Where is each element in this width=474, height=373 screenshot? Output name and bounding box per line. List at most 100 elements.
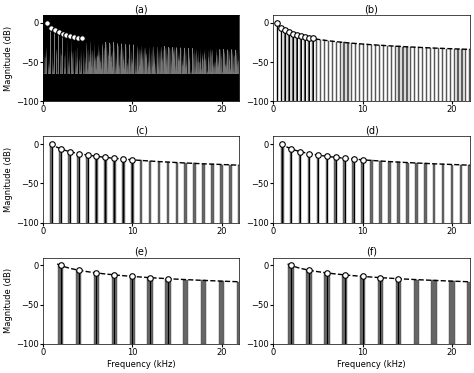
Bar (434, 48, 435, 101)
Bar (431, 280, 437, 344)
Bar (406, 163, 409, 223)
Bar (379, 161, 382, 223)
Bar (78, 38, 79, 101)
Bar (101, 41, 102, 101)
Bar (414, 47, 415, 101)
Bar (351, 43, 353, 101)
Bar (296, 35, 298, 101)
Bar (76, 270, 81, 344)
Bar (317, 155, 319, 223)
Bar (68, 151, 71, 223)
Bar (433, 164, 436, 223)
Bar (145, 45, 146, 101)
Bar (326, 156, 328, 223)
Bar (367, 44, 368, 101)
Bar (237, 282, 242, 344)
Bar (202, 164, 205, 223)
Bar (117, 43, 118, 101)
Bar (370, 160, 373, 223)
Bar (183, 280, 189, 344)
Bar (465, 49, 466, 101)
Bar (113, 43, 114, 101)
Bar (410, 47, 411, 101)
Bar (277, 23, 278, 101)
Title: (f): (f) (366, 247, 377, 257)
Bar (388, 162, 391, 223)
Bar (104, 157, 107, 223)
Bar (449, 281, 455, 344)
Bar (399, 46, 400, 101)
Bar (281, 28, 282, 101)
Bar (175, 163, 178, 223)
Bar (396, 279, 401, 344)
Bar (378, 278, 383, 344)
Bar (342, 275, 347, 344)
Bar (449, 49, 451, 101)
Bar (442, 48, 443, 101)
Bar (383, 46, 384, 101)
Bar (397, 162, 400, 223)
Bar (50, 28, 51, 101)
Bar (121, 43, 122, 101)
Bar (200, 48, 201, 101)
Bar (347, 43, 348, 101)
Bar (158, 162, 160, 223)
Bar (328, 41, 329, 101)
Bar (451, 164, 453, 223)
Bar (86, 155, 89, 223)
Bar (361, 160, 364, 223)
Y-axis label: Magnitude (dB): Magnitude (dB) (4, 268, 13, 333)
Y-axis label: Magnitude (dB): Magnitude (dB) (4, 147, 13, 212)
Bar (418, 47, 419, 101)
Bar (180, 47, 181, 101)
Bar (387, 46, 388, 101)
Bar (402, 47, 403, 101)
Y-axis label: Magnitude (dB): Magnitude (dB) (4, 25, 13, 91)
Bar (469, 50, 470, 101)
Bar (166, 162, 169, 223)
Bar (281, 144, 283, 223)
Title: (a): (a) (134, 4, 148, 14)
Bar (316, 39, 317, 101)
Bar (460, 165, 462, 223)
Bar (467, 282, 473, 344)
Bar (413, 280, 419, 344)
Bar (406, 47, 408, 101)
Bar (336, 42, 337, 101)
Bar (394, 46, 396, 101)
Bar (90, 40, 91, 101)
Bar (352, 159, 355, 223)
Bar (211, 48, 212, 101)
Bar (149, 161, 151, 223)
Bar (344, 43, 345, 101)
Bar (457, 49, 459, 101)
Bar (220, 164, 223, 223)
Bar (339, 42, 341, 101)
Bar (50, 144, 53, 223)
Bar (109, 42, 110, 101)
Bar (66, 35, 67, 101)
Bar (289, 266, 294, 344)
Bar (332, 41, 333, 101)
Bar (223, 49, 224, 101)
Bar (359, 44, 360, 101)
Bar (140, 160, 143, 223)
Bar (284, 30, 286, 101)
Title: (d): (d) (365, 125, 378, 135)
Bar (156, 46, 157, 101)
Bar (442, 164, 444, 223)
Bar (288, 32, 290, 101)
Bar (320, 40, 321, 101)
Bar (292, 34, 293, 101)
Bar (391, 46, 392, 101)
Bar (235, 49, 236, 101)
Bar (125, 44, 126, 101)
Bar (164, 46, 165, 101)
Bar (239, 50, 240, 101)
Bar (343, 158, 346, 223)
Bar (184, 163, 187, 223)
Title: (c): (c) (135, 125, 147, 135)
Bar (290, 149, 292, 223)
Bar (299, 151, 301, 223)
Bar (312, 38, 313, 101)
